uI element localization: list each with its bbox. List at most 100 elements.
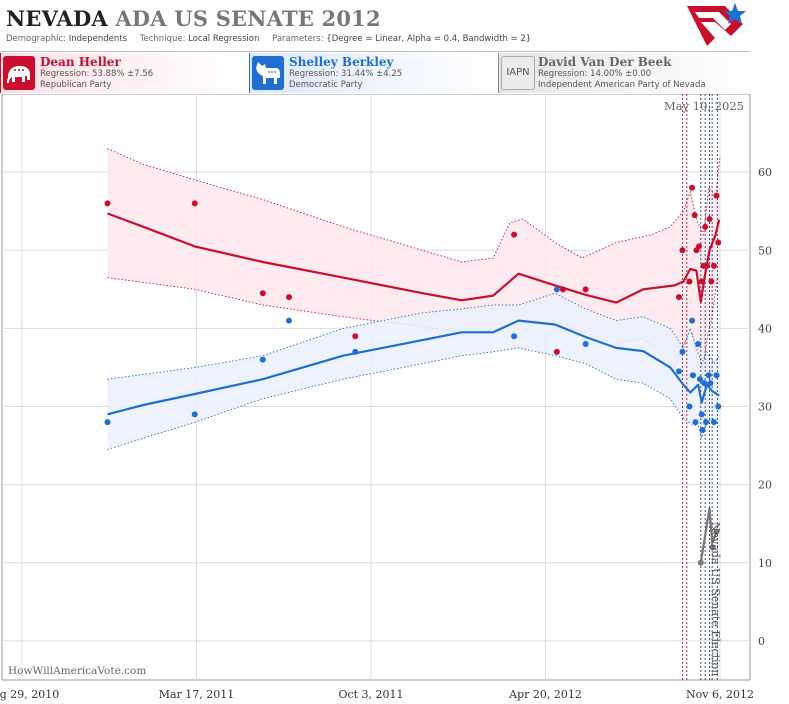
- title-state: NEVADA: [6, 6, 108, 31]
- data-point-1: [352, 348, 359, 355]
- x-tick-label: Aug 29, 2010: [0, 688, 59, 701]
- data-point-0: [708, 278, 715, 285]
- data-point-1: [692, 419, 699, 426]
- data-point-1: [713, 372, 720, 379]
- x-tick-label: Apr 20, 2012: [508, 688, 582, 701]
- data-point-1: [699, 426, 706, 433]
- trend-line-1: [107, 319, 720, 416]
- data-point-1: [707, 380, 714, 387]
- candidate-party: Democratic Party: [289, 80, 363, 90]
- data-point-0: [511, 231, 518, 238]
- y-tick-label: 50: [758, 244, 772, 257]
- upper-bound-line-0: [107, 148, 721, 263]
- data-point-0: [352, 333, 359, 340]
- donkey-icon: [252, 56, 284, 90]
- y-tick-label: 20: [758, 479, 772, 492]
- date-label: May 10, 2025: [664, 99, 744, 113]
- data-point-1: [259, 356, 266, 363]
- data-point-1: [553, 286, 560, 293]
- data-point-1: [715, 403, 722, 410]
- data-point-1: [689, 317, 696, 324]
- data-point-0: [559, 286, 566, 293]
- data-point-0: [285, 294, 292, 301]
- data-point-0: [686, 278, 693, 285]
- technique-label: Technique:: [139, 34, 186, 44]
- data-point-1: [104, 419, 111, 426]
- site-logo-icon: [687, 3, 746, 46]
- data-point-0: [698, 278, 705, 285]
- subtitle-parameters: Demographic: Independents Technique: Loc…: [6, 34, 531, 44]
- watermark-label: HowWillAmericaVote.com: [8, 665, 146, 677]
- y-tick-label: 30: [758, 401, 772, 414]
- regression-chart: 0 10 20 30 40 50 60 Aug 29, 2010 Mar 17, 2011 Oct…: [0, 94, 772, 701]
- data-point-1: [695, 341, 702, 348]
- candidate-legend: Dean Heller Regression: 53.88% ±7.56 Rep…: [0, 53, 789, 93]
- demographic-value: Independents: [68, 34, 128, 44]
- candidate-party: Independent American Party of Nevada: [538, 80, 706, 90]
- data-point-0: [702, 223, 709, 230]
- data-point-1: [191, 411, 198, 418]
- data-point-1: [701, 380, 708, 387]
- y-tick-label: 40: [758, 322, 772, 335]
- x-tick-label: Nov 6, 2012: [686, 688, 754, 701]
- data-point-0: [715, 239, 722, 246]
- data-point-2: [697, 559, 704, 566]
- data-point-0: [191, 200, 198, 207]
- candidate-card-heller: Dean Heller Regression: 53.88% ±7.56 Rep…: [0, 53, 247, 93]
- parameters-value: {Degree = Linear, Alpha = 0.4, Bandwidth…: [326, 34, 532, 44]
- candidate-card-van-der-beek: IAPN David Van Der Beek Regression: 14.0…: [498, 53, 749, 93]
- data-point-1: [679, 348, 686, 355]
- candidate-card-berkley: Shelley Berkley Regression: 31.44% ±4.25…: [249, 53, 496, 93]
- data-point-1: [705, 372, 712, 379]
- candidate-regression: Regression: 31.44% ±4.25: [289, 69, 403, 79]
- candidate-regression: Regression: 14.00% ±0.00: [538, 69, 652, 79]
- data-point-0: [713, 192, 720, 199]
- data-point-1: [710, 419, 717, 426]
- data-point-0: [696, 243, 703, 250]
- data-point-0: [675, 294, 682, 301]
- data-point-0: [703, 262, 710, 269]
- data-point-0: [582, 286, 589, 293]
- data-point-1: [689, 372, 696, 379]
- data-point-1: [511, 333, 518, 340]
- data-point-2: [709, 544, 716, 551]
- data-point-0: [679, 247, 686, 254]
- technique-value: Local Regression: [188, 34, 260, 44]
- data-point-0: [259, 290, 266, 297]
- candidate-party: Republican Party: [40, 80, 112, 90]
- trend-line-2: [699, 507, 718, 563]
- data-point-0: [689, 184, 696, 191]
- data-point-0: [710, 262, 717, 269]
- candidate-name: Dean Heller: [40, 55, 121, 69]
- data-point-1: [582, 341, 589, 348]
- page-title: NEVADA ADA US SENATE 2012: [6, 6, 381, 31]
- demographic-label: Demographic:: [6, 34, 67, 44]
- candidate-name: Shelley Berkley: [289, 55, 394, 69]
- candidate-regression: Regression: 53.88% ±7.56: [40, 69, 154, 79]
- data-point-0: [706, 216, 713, 223]
- data-point-1: [285, 317, 292, 324]
- x-tick-label: Mar 17, 2011: [159, 688, 235, 701]
- election-label: Nevada US Senate Election: [709, 522, 722, 676]
- data-point-0: [691, 212, 698, 219]
- iapn-label: IAPN: [506, 67, 530, 78]
- data-point-1: [675, 368, 682, 375]
- upper-bound-line-1: [107, 292, 720, 380]
- lower-bound-line-1: [107, 347, 720, 450]
- candidate-name: David Van Der Beek: [538, 55, 672, 69]
- parameters-label: Parameters:: [272, 34, 324, 44]
- data-point-2: [713, 528, 720, 535]
- data-point-1: [686, 403, 693, 410]
- title-race: ADA US SENATE 2012: [115, 6, 381, 31]
- y-tick-label: 10: [758, 557, 772, 570]
- data-point-0: [104, 200, 111, 207]
- elephant-icon: [3, 56, 35, 90]
- data-point-0: [553, 348, 560, 355]
- trend-line-0: [107, 212, 721, 304]
- data-point-1: [698, 411, 705, 418]
- iapn-party-icon: IAPN: [501, 56, 535, 90]
- data-point-1: [703, 419, 710, 426]
- y-tick-label: 60: [758, 166, 772, 179]
- y-tick-label: 0: [758, 635, 765, 648]
- data-point-1: [696, 376, 703, 383]
